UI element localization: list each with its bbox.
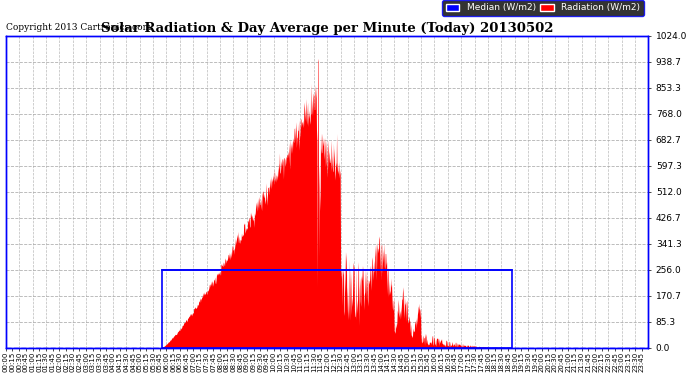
Legend: Median (W/m2), Radiation (W/m2): Median (W/m2), Radiation (W/m2) bbox=[442, 0, 644, 16]
Bar bbox=[162, 270, 513, 348]
Text: Copyright 2013 Cartronics.com: Copyright 2013 Cartronics.com bbox=[6, 23, 151, 32]
Title: Solar Radiation & Day Average per Minute (Today) 20130502: Solar Radiation & Day Average per Minute… bbox=[101, 22, 553, 34]
